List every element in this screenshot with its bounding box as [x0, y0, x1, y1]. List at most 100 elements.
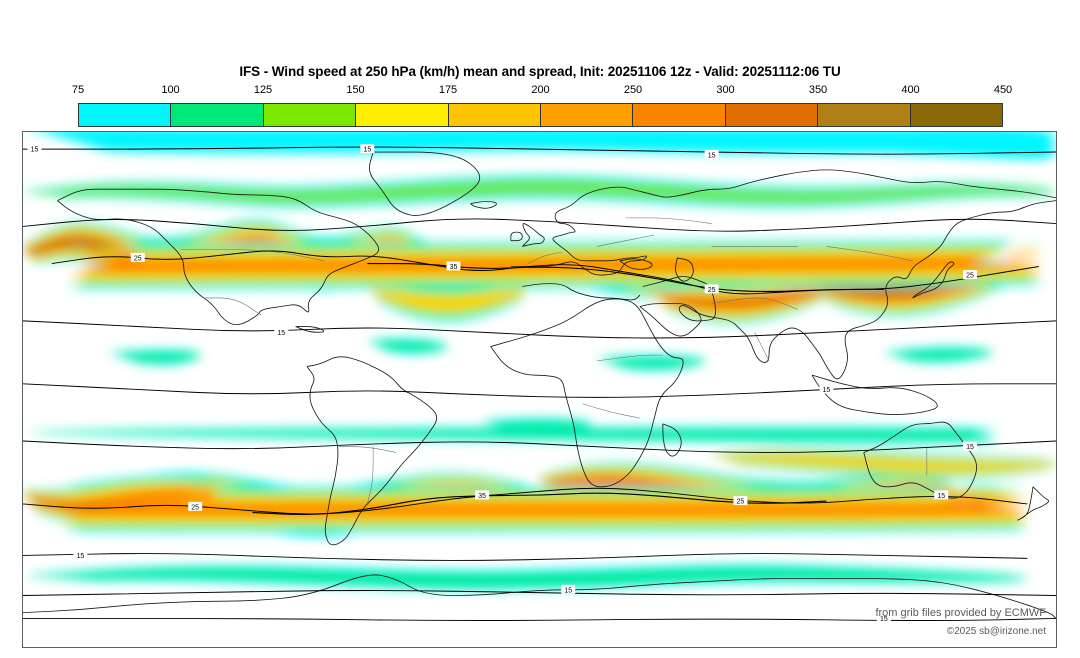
colorbar-tick-200: 200: [531, 84, 550, 96]
page-title: IFS - Wind speed at 250 hPa (km/h) mean …: [239, 64, 841, 79]
contour-label-25: 25: [704, 284, 719, 294]
wind-band-arctic-patch: [711, 137, 1056, 160]
contour-label-15: 15: [934, 490, 949, 500]
colorbar-tick-400: 400: [901, 84, 920, 96]
colorbar-swatch-spring-green: [171, 104, 264, 126]
svg-text:25: 25: [708, 287, 716, 294]
contour-label-15: 15: [704, 149, 719, 159]
colorbar-tick-175: 175: [438, 84, 458, 96]
coastline-path: [368, 151, 481, 216]
contour-label-25: 25: [962, 270, 977, 280]
svg-text:15: 15: [966, 444, 974, 451]
border-path: [582, 403, 640, 419]
colorbar-tick-250: 250: [623, 84, 643, 96]
colorbar-swatch-orange: [633, 104, 726, 126]
colorbar-tick-125: 125: [253, 84, 273, 96]
contour-label-15: 15: [962, 441, 977, 451]
coastline-path: [1017, 486, 1049, 521]
spread-contour-15: [23, 440, 1056, 453]
wind-band-100: [883, 349, 993, 360]
coastline-path: [863, 421, 978, 499]
coastline-path: [306, 356, 438, 546]
spread-contour-15: [23, 553, 1028, 561]
svg-text:15: 15: [31, 147, 39, 154]
border-path: [754, 332, 770, 362]
border-path: [596, 234, 655, 247]
contour-label-15: 15: [360, 144, 375, 154]
colorbar-tick-450: 450: [993, 84, 1013, 96]
contour-label-35: 35: [475, 490, 490, 500]
wind-band-175: [711, 455, 1056, 471]
colorbar-swatches: [78, 103, 1003, 127]
wind-band-100: [109, 352, 201, 362]
colorbar-swatch-dark-olive: [910, 104, 1003, 126]
contour-label-15: 15: [561, 584, 576, 594]
wind-band-250: [62, 489, 1028, 515]
svg-text:15: 15: [708, 152, 716, 159]
copyright-credit: ©2025 sb@irizone.net: [946, 626, 1046, 637]
svg-text:25: 25: [966, 273, 974, 280]
coastline-path: [522, 223, 545, 247]
wind-band-150: [367, 286, 526, 312]
contour-label-15: 15: [274, 327, 289, 337]
wind-speed-contour-map: 15 15 15 25 35 25 25 25 35 25 15 15 15 15 15 15 15: [23, 132, 1056, 647]
data-source-credit: from grib files provided by ECMWF: [875, 607, 1046, 619]
coastline-path: [470, 200, 497, 209]
svg-text:15: 15: [363, 147, 371, 154]
wind-band-100: [28, 430, 997, 440]
map-canvas[interactable]: 15 15 15 25 35 25 25 25 35 25 15 15 15 15 15 15 15 from …: [22, 131, 1057, 648]
coastline-path: [912, 261, 955, 299]
svg-text:15: 15: [880, 616, 888, 623]
colorbar: 75 100 125 150 175 200 250 300 350 400 450: [72, 84, 1012, 128]
colorbar-tick-75: 75: [71, 84, 85, 96]
wind-band-250: [65, 254, 1043, 271]
contour-label-25: 25: [130, 252, 145, 262]
svg-text:35: 35: [478, 493, 486, 500]
colorbar-tick-labels: 75 100 125 150 175 200 250 300 350 400 450: [72, 84, 1012, 101]
coastline-path: [57, 188, 380, 326]
spread-contour-15: [23, 590, 1056, 596]
svg-text:25: 25: [134, 255, 142, 262]
border-path: [527, 251, 563, 264]
svg-text:15: 15: [823, 387, 831, 394]
coastline-path: [490, 298, 684, 488]
border-path: [180, 249, 325, 262]
border-path: [203, 297, 262, 316]
contour-label-15: 15: [876, 613, 891, 623]
border-path: [625, 217, 712, 224]
spread-contour-15: [23, 146, 1056, 155]
colorbar-swatch-dark-orange: [725, 104, 819, 126]
colorbar-swatch-amber: [448, 104, 542, 126]
contour-label-15: 15: [27, 144, 42, 154]
coastline-path: [619, 258, 653, 270]
border-path: [826, 246, 913, 262]
svg-text:25: 25: [191, 504, 199, 511]
contour-label-15: 15: [73, 550, 88, 560]
coastline-path: [510, 169, 1056, 276]
colorbar-swatch-yellow: [356, 104, 449, 126]
wind-band-100: [596, 358, 706, 368]
coastline-path: [642, 200, 1056, 380]
contour-label-25: 25: [188, 501, 203, 511]
svg-text:35: 35: [450, 264, 458, 271]
wind-band-100: [367, 341, 448, 351]
coastline-path: [811, 374, 938, 415]
spread-contour-35: [252, 492, 827, 515]
coastline-path: [510, 231, 523, 242]
colorbar-swatch-green-yellow: [263, 104, 357, 126]
border-path: [338, 446, 397, 453]
svg-text:15: 15: [277, 330, 285, 337]
colorbar-tick-350: 350: [808, 84, 828, 96]
svg-text:15: 15: [77, 553, 85, 560]
colorbar-tick-100: 100: [161, 84, 180, 96]
wind-band-300: [654, 291, 827, 308]
wind-band-175: [367, 287, 526, 309]
svg-text:25: 25: [737, 499, 745, 506]
contour-label-15: 15: [819, 384, 834, 394]
colorbar-tick-300: 300: [716, 84, 735, 96]
svg-text:15: 15: [937, 493, 945, 500]
border-path: [367, 446, 374, 505]
svg-text:15: 15: [564, 587, 572, 594]
border-path: [596, 354, 663, 362]
